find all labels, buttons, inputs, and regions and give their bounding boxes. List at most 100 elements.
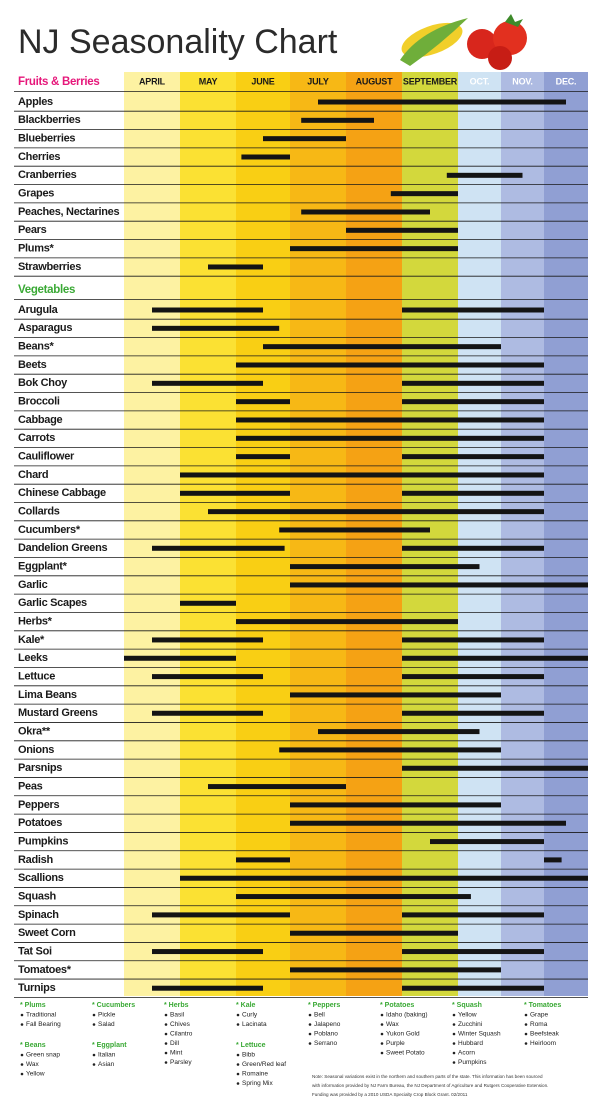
row-label: Bok Choy [18, 377, 68, 389]
season-bar [290, 930, 458, 936]
season-bar [402, 949, 544, 955]
season-bar [152, 637, 263, 643]
variety-item: Acorn [458, 1050, 475, 1057]
row-label: Cauliflower [18, 451, 75, 463]
variety-item: Zucchini [458, 1021, 482, 1028]
variety-item: Green snap [26, 1052, 60, 1059]
variety-item: Lacinata [242, 1021, 267, 1028]
variety-item: Asian [98, 1061, 115, 1068]
variety-item: Chives [170, 1021, 191, 1028]
variety-bullet [236, 1053, 240, 1057]
footnote: with information provided by NJ Farm Bur… [312, 1083, 548, 1088]
variety-bullet [20, 1013, 24, 1017]
month-column [290, 72, 346, 996]
season-bar [263, 136, 346, 142]
month-label: OCT. [470, 76, 490, 86]
season-bar [402, 674, 544, 680]
variety-bullet [452, 1061, 456, 1064]
season-bar [290, 820, 566, 826]
season-bar [236, 435, 544, 441]
season-bar [402, 710, 544, 716]
season-bar [390, 191, 458, 197]
row-label: Broccoli [18, 396, 60, 408]
season-bar [446, 172, 523, 178]
variety-item: Yellow [458, 1012, 477, 1019]
season-bar [346, 227, 458, 233]
variety-item: Pickle [98, 1012, 116, 1019]
variety-title: * Squash [452, 1002, 482, 1009]
variety-item: Traditional [26, 1012, 57, 1019]
row-label: Cabbage [18, 414, 63, 426]
season-bar [124, 655, 236, 661]
variety-item: Winter Squash [458, 1031, 501, 1038]
season-bar [402, 545, 544, 551]
row-label: Blueberries [18, 133, 75, 145]
variety-item: Salad [98, 1021, 115, 1028]
season-bar [241, 154, 290, 160]
season-bar [236, 399, 290, 405]
month-label: JULY [307, 76, 329, 86]
season-bar [236, 454, 290, 460]
season-bar [152, 307, 263, 313]
row-label: Okra** [18, 725, 51, 737]
variety-bullet [236, 1013, 240, 1017]
variety-item: Bell [314, 1012, 325, 1019]
month-column [180, 72, 236, 996]
variety-bullet [380, 1032, 384, 1036]
row-label: Collards [18, 506, 60, 518]
row-label: Potatoes [18, 817, 62, 829]
variety-item: Spring Mix [242, 1080, 273, 1087]
season-bar [236, 362, 544, 368]
chart-title: NJ Seasonality Chart [18, 23, 338, 61]
variety-bullet [308, 1032, 312, 1036]
season-bar [152, 380, 263, 386]
variety-bullet [524, 1023, 528, 1026]
variety-bullet [452, 1032, 456, 1036]
variety-bullet [308, 1013, 312, 1017]
variety-item: Purple [386, 1040, 405, 1047]
row-label: Turnips [18, 982, 56, 994]
month-column [458, 72, 501, 996]
season-bar [318, 729, 480, 735]
variety-bullet [236, 1063, 240, 1066]
variety-item: Jalapeno [314, 1021, 341, 1028]
variety-item: Basil [170, 1012, 185, 1019]
variety-bullet [164, 1061, 168, 1064]
month-column [346, 72, 402, 996]
season-bar [402, 912, 544, 918]
season-bar [402, 985, 544, 991]
variety-title: * Herbs [164, 1002, 189, 1009]
variety-item: Grape [530, 1012, 548, 1019]
season-bar [152, 325, 280, 331]
season-bar [290, 246, 458, 252]
variety-item: Roma [530, 1021, 548, 1028]
variety-bullet [524, 1013, 528, 1017]
season-bar [152, 912, 290, 918]
row-label: Grapes [18, 188, 54, 200]
season-bar [279, 527, 430, 533]
row-label: Lettuce [18, 671, 55, 683]
season-bar [208, 264, 263, 270]
variety-bullet [380, 1051, 384, 1055]
variety-item: Idaho (baking) [386, 1012, 428, 1019]
season-bar [301, 209, 430, 215]
season-bar [279, 747, 501, 753]
row-label: Chard [18, 469, 48, 481]
variety-title: * Eggplant [92, 1042, 127, 1049]
season-bar [290, 582, 588, 588]
season-bar [236, 417, 544, 423]
variety-item: Italian [98, 1052, 116, 1059]
month-column [124, 72, 180, 996]
variety-title: * Peppers [308, 1002, 340, 1009]
footnote: Note: Seasonal variations exist in the n… [312, 1074, 543, 1079]
variety-item: Yellow [26, 1071, 45, 1078]
season-bar [290, 692, 501, 698]
variety-item: Yukon Gold [386, 1031, 420, 1038]
variety-bullet [92, 1023, 96, 1026]
variety-item: Pumpkins [458, 1059, 487, 1066]
row-label: Garlic [18, 579, 48, 591]
variety-bullet [164, 1032, 168, 1036]
season-bar [180, 490, 290, 496]
variety-item: Wax [386, 1021, 400, 1028]
row-label: Leeks [18, 652, 48, 664]
